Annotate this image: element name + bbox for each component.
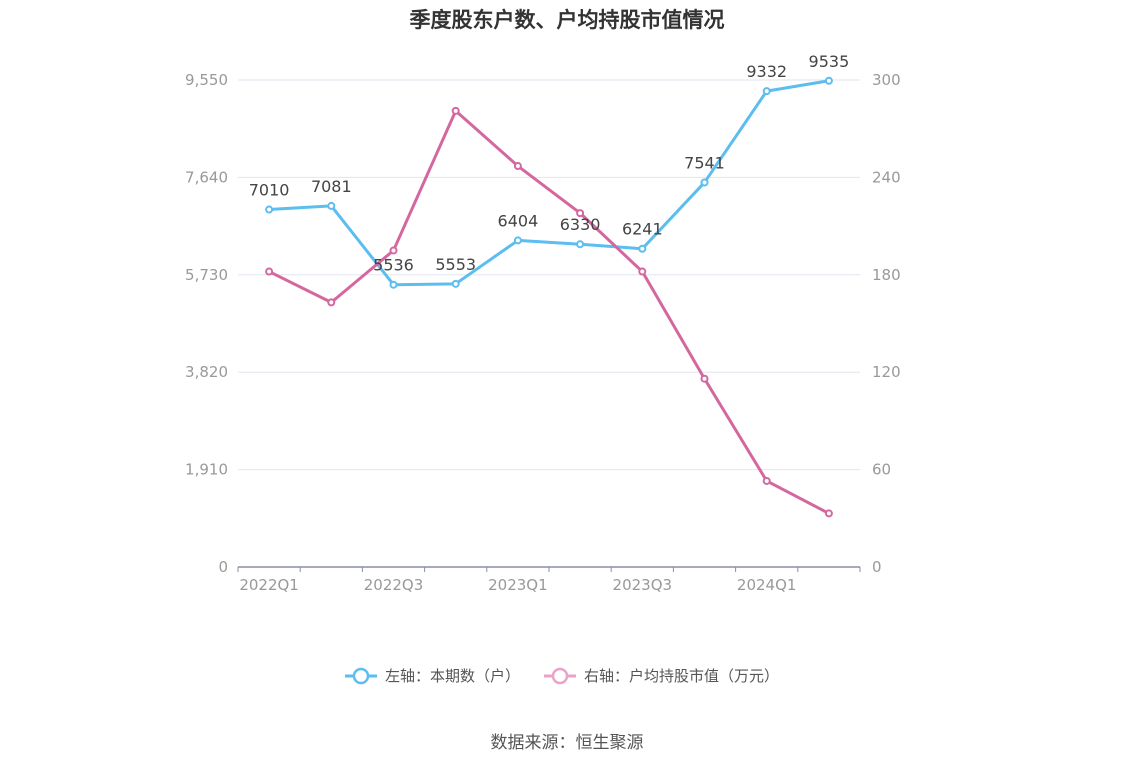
data-source: 数据来源：恒生聚源 <box>490 733 644 753</box>
point-holders <box>638 244 647 253</box>
x-tick-label: 2023Q3 <box>613 576 673 594</box>
y-right-tick-label: 180 <box>872 266 901 284</box>
data-label-holders: 5553 <box>435 255 476 274</box>
point-avg-value <box>265 267 274 276</box>
data-label-holders: 7541 <box>684 153 725 172</box>
data-label-holders: 6330 <box>560 215 601 234</box>
legend-item-avg-value: 右轴：户均持股市值（万元） <box>544 667 779 685</box>
data-label-holders: 6404 <box>498 211 539 230</box>
point-holders <box>576 240 585 249</box>
grid-lines <box>238 79 860 471</box>
point-avg-value <box>762 476 771 485</box>
point-avg-value <box>576 209 585 218</box>
series-line-holders <box>269 79 830 287</box>
y-right-tick-label: 300 <box>872 71 901 89</box>
point-holders <box>824 76 833 85</box>
data-label-holders: 7081 <box>311 177 352 196</box>
point-avg-value <box>451 106 460 115</box>
data-label-holders: 9332 <box>746 62 787 81</box>
data-labels: 7010 7081 5536 5553 6404 6330 6241 7541 9332 9535 <box>249 52 850 275</box>
chart-title: 季度股东户数、户均持股市值情况 <box>409 8 725 32</box>
legend-label: 左轴：本期数（户） <box>385 667 520 685</box>
point-holders <box>389 280 398 289</box>
point-holders <box>513 236 522 245</box>
y-right-tick-label: 240 <box>872 168 901 186</box>
point-avg-value <box>327 298 336 307</box>
point-avg-value <box>513 162 522 171</box>
point-avg-value <box>389 246 398 255</box>
y-left-tick-label: 1,910 <box>185 461 228 479</box>
point-avg-value <box>700 374 709 383</box>
x-tick-label: 2024Q1 <box>737 576 797 594</box>
data-label-holders: 5536 <box>373 256 414 275</box>
point-holders <box>700 178 709 187</box>
y-left-tick-label: 0 <box>218 558 228 576</box>
y-right-tick-label: 60 <box>872 461 891 479</box>
axes: 0 1,910 3,820 5,730 7,640 9,550 0 60 120 180 240 30… <box>185 71 901 594</box>
series-line-avg-value <box>268 109 830 515</box>
legend: 左轴：本期数（户） 右轴：户均持股市值（万元） <box>345 667 779 685</box>
point-holders <box>451 279 460 288</box>
y-left-tick-label: 3,820 <box>185 363 228 381</box>
x-tick-label: 2023Q1 <box>488 576 548 594</box>
legend-item-holders: 左轴：本期数（户） <box>345 667 520 685</box>
data-label-holders: 6241 <box>622 220 663 239</box>
legend-marker-icon <box>352 667 370 685</box>
y-left-tick-label: 7,640 <box>185 168 228 186</box>
x-tick-label: 2022Q3 <box>364 576 424 594</box>
y-left-tick-label: 5,730 <box>185 266 228 284</box>
point-avg-value <box>638 267 647 276</box>
legend-marker-icon <box>551 667 569 685</box>
point-holders <box>762 87 771 96</box>
y-left-tick-label: 9,550 <box>185 71 228 89</box>
data-label-holders: 9535 <box>809 52 850 71</box>
point-holders <box>265 205 274 214</box>
series <box>265 76 833 518</box>
legend-label: 右轴：户均持股市值（万元） <box>584 667 779 685</box>
data-label-holders: 7010 <box>249 181 290 200</box>
point-holders <box>327 201 336 210</box>
y-right-tick-label: 120 <box>872 363 901 381</box>
x-tick-label: 2022Q1 <box>239 576 299 594</box>
y-right-tick-label: 0 <box>872 558 882 576</box>
point-avg-value <box>824 509 833 518</box>
